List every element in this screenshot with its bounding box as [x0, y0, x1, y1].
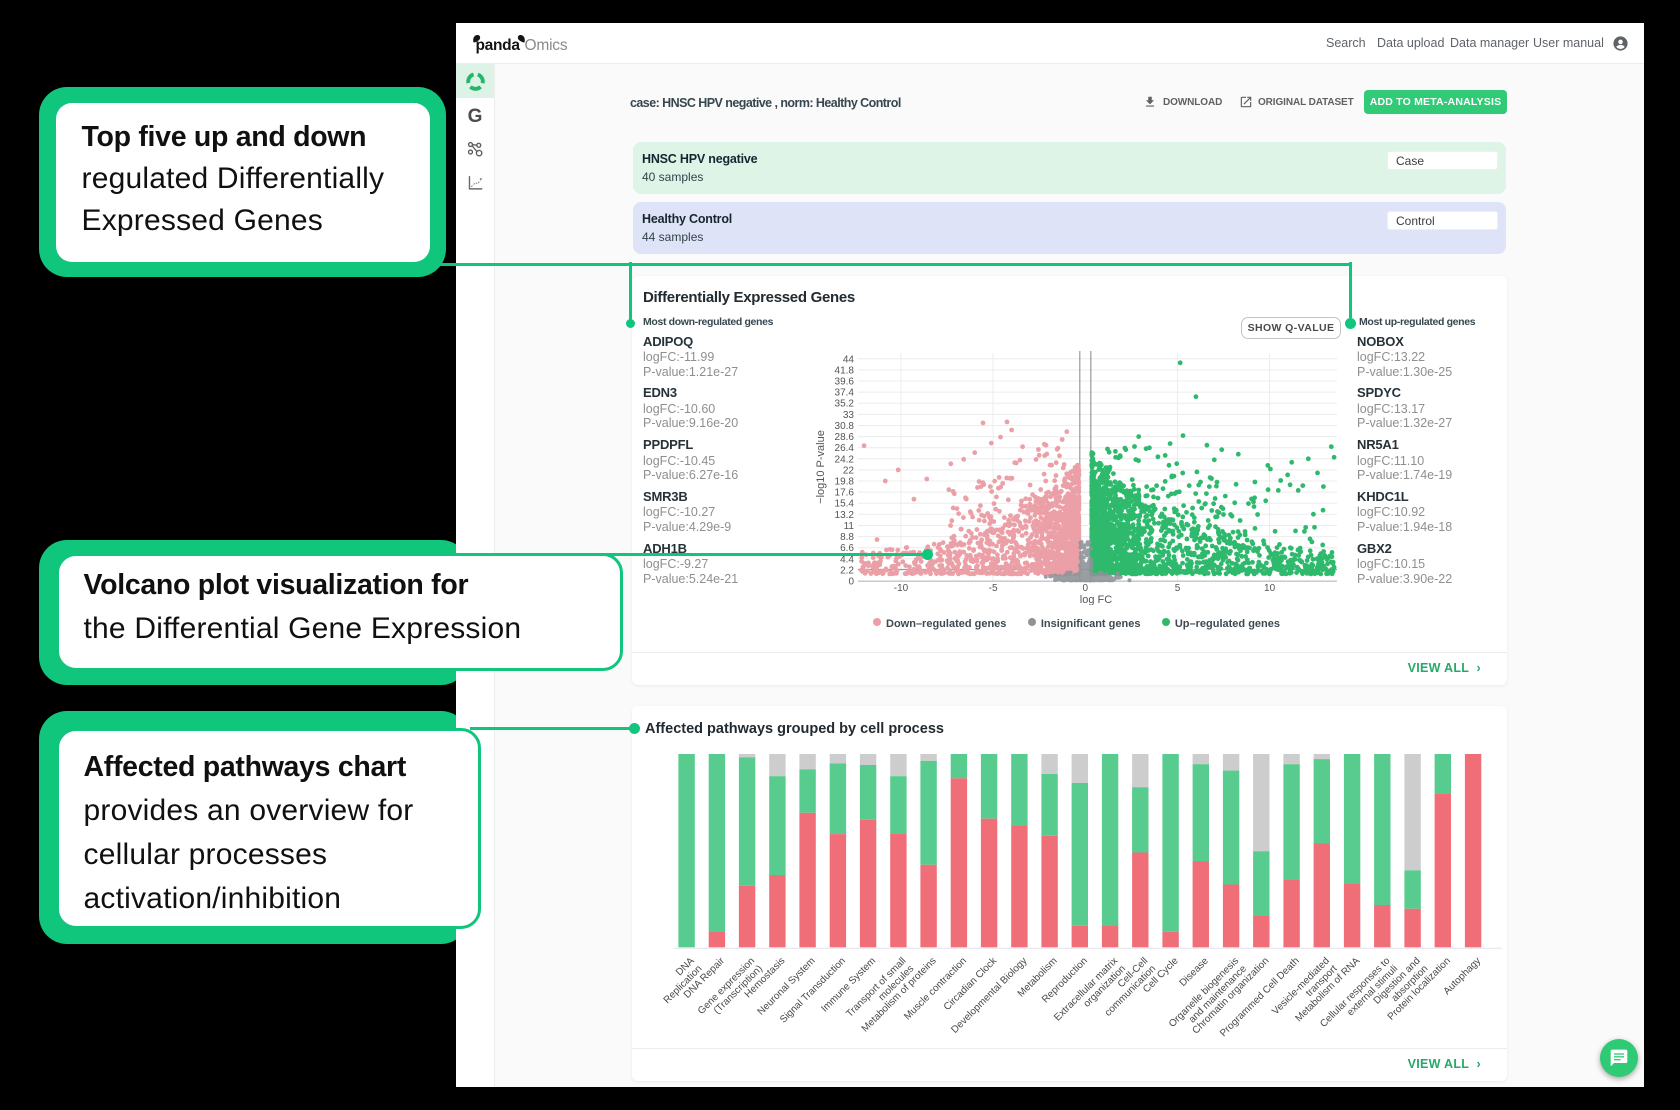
svg-text:−log10 P-value: −log10 P-value: [815, 430, 827, 504]
svg-text:26.4: 26.4: [835, 443, 855, 454]
svg-text:33: 33: [843, 410, 855, 421]
svg-text:19.8: 19.8: [835, 477, 855, 488]
svg-text:8.8: 8.8: [840, 532, 854, 543]
svg-text:10: 10: [1264, 583, 1276, 594]
svg-text:5: 5: [1175, 583, 1181, 594]
svg-text:13.2: 13.2: [835, 510, 855, 521]
svg-text:39.6: 39.6: [835, 377, 855, 388]
svg-text:Immune System: Immune System: [819, 956, 878, 1015]
svg-text:4.4: 4.4: [840, 554, 854, 565]
svg-text:Omics: Omics: [525, 37, 568, 54]
svg-text:11: 11: [844, 521, 855, 532]
svg-text:-10: -10: [894, 583, 909, 594]
svg-text:28.6: 28.6: [835, 432, 855, 443]
svg-text:panda: panda: [476, 37, 521, 54]
svg-text:log FC: log FC: [1080, 594, 1112, 605]
svg-text:22: 22: [843, 465, 855, 476]
svg-text:Extracellular matrixorganizati: Extracellular matrixorganization: [1052, 956, 1128, 1032]
svg-text:Circadian Clock: Circadian Clock: [942, 955, 1000, 1013]
svg-text:2.2: 2.2: [840, 565, 854, 576]
svg-text:35.2: 35.2: [835, 399, 855, 410]
svg-text:37.4: 37.4: [835, 388, 855, 399]
svg-text:0: 0: [1083, 583, 1089, 594]
svg-text:-5: -5: [989, 583, 998, 594]
svg-text:44: 44: [843, 354, 855, 365]
svg-text:17.6: 17.6: [835, 488, 855, 499]
svg-text:0: 0: [848, 577, 854, 588]
svg-text:15.4: 15.4: [835, 499, 855, 510]
svg-text:6.6: 6.6: [840, 543, 854, 554]
svg-text:41.8: 41.8: [835, 365, 855, 376]
svg-text:24.2: 24.2: [835, 454, 855, 465]
svg-text:30.8: 30.8: [835, 421, 855, 432]
